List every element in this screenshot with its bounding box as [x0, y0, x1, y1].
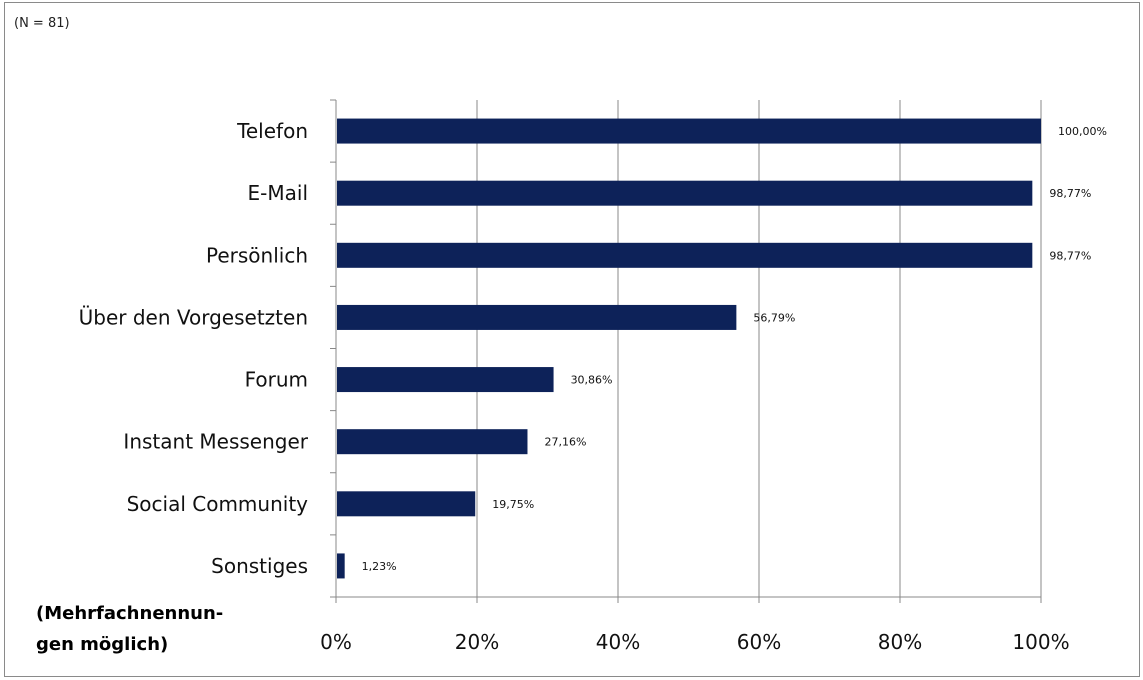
- category-label-4: Forum: [245, 368, 308, 392]
- category-label-0: Telefon: [236, 119, 308, 143]
- x-tick-label-0: 0%: [320, 630, 352, 654]
- footnote: (Mehrfachnennun- gen möglich): [36, 598, 223, 660]
- category-label-2: Persönlich: [206, 243, 308, 267]
- bar-5: [337, 429, 528, 455]
- x-tick-label-60: 60%: [737, 630, 781, 654]
- value-label-1: 98,77%: [1049, 187, 1091, 200]
- bar-7: [337, 553, 345, 579]
- category-label-3: Über den Vorgesetzten: [79, 305, 308, 329]
- bar-0: [337, 118, 1041, 144]
- footnote-line-2: gen möglich): [36, 634, 169, 655]
- category-label-5: Instant Messenger: [123, 430, 308, 454]
- bar-1: [337, 180, 1033, 206]
- value-label-3: 56,79%: [753, 311, 795, 324]
- footnote-line-1: (Mehrfachnennun-: [36, 603, 224, 624]
- value-label-5: 27,16%: [544, 436, 586, 449]
- sample-size-label: (N = 81): [14, 16, 70, 31]
- value-label-7: 1,23%: [362, 560, 397, 573]
- value-label-4: 30,86%: [571, 374, 613, 387]
- bar-2: [337, 242, 1033, 268]
- chart-frame: [4, 2, 1140, 677]
- value-label-2: 98,77%: [1049, 249, 1091, 262]
- category-label-7: Sonstiges: [211, 554, 308, 578]
- x-tick-label-100: 100%: [1012, 630, 1069, 654]
- x-tick-label-40: 40%: [596, 630, 640, 654]
- bar-3: [337, 304, 737, 330]
- value-label-6: 19,75%: [492, 498, 534, 511]
- category-label-1: E-Mail: [248, 181, 308, 205]
- category-label-6: Social Community: [127, 492, 309, 516]
- bar-6: [337, 491, 476, 517]
- x-tick-label-80: 80%: [878, 630, 922, 654]
- bar-4: [337, 367, 554, 393]
- x-tick-label-20: 20%: [455, 630, 499, 654]
- value-label-0: 100,00%: [1058, 125, 1107, 138]
